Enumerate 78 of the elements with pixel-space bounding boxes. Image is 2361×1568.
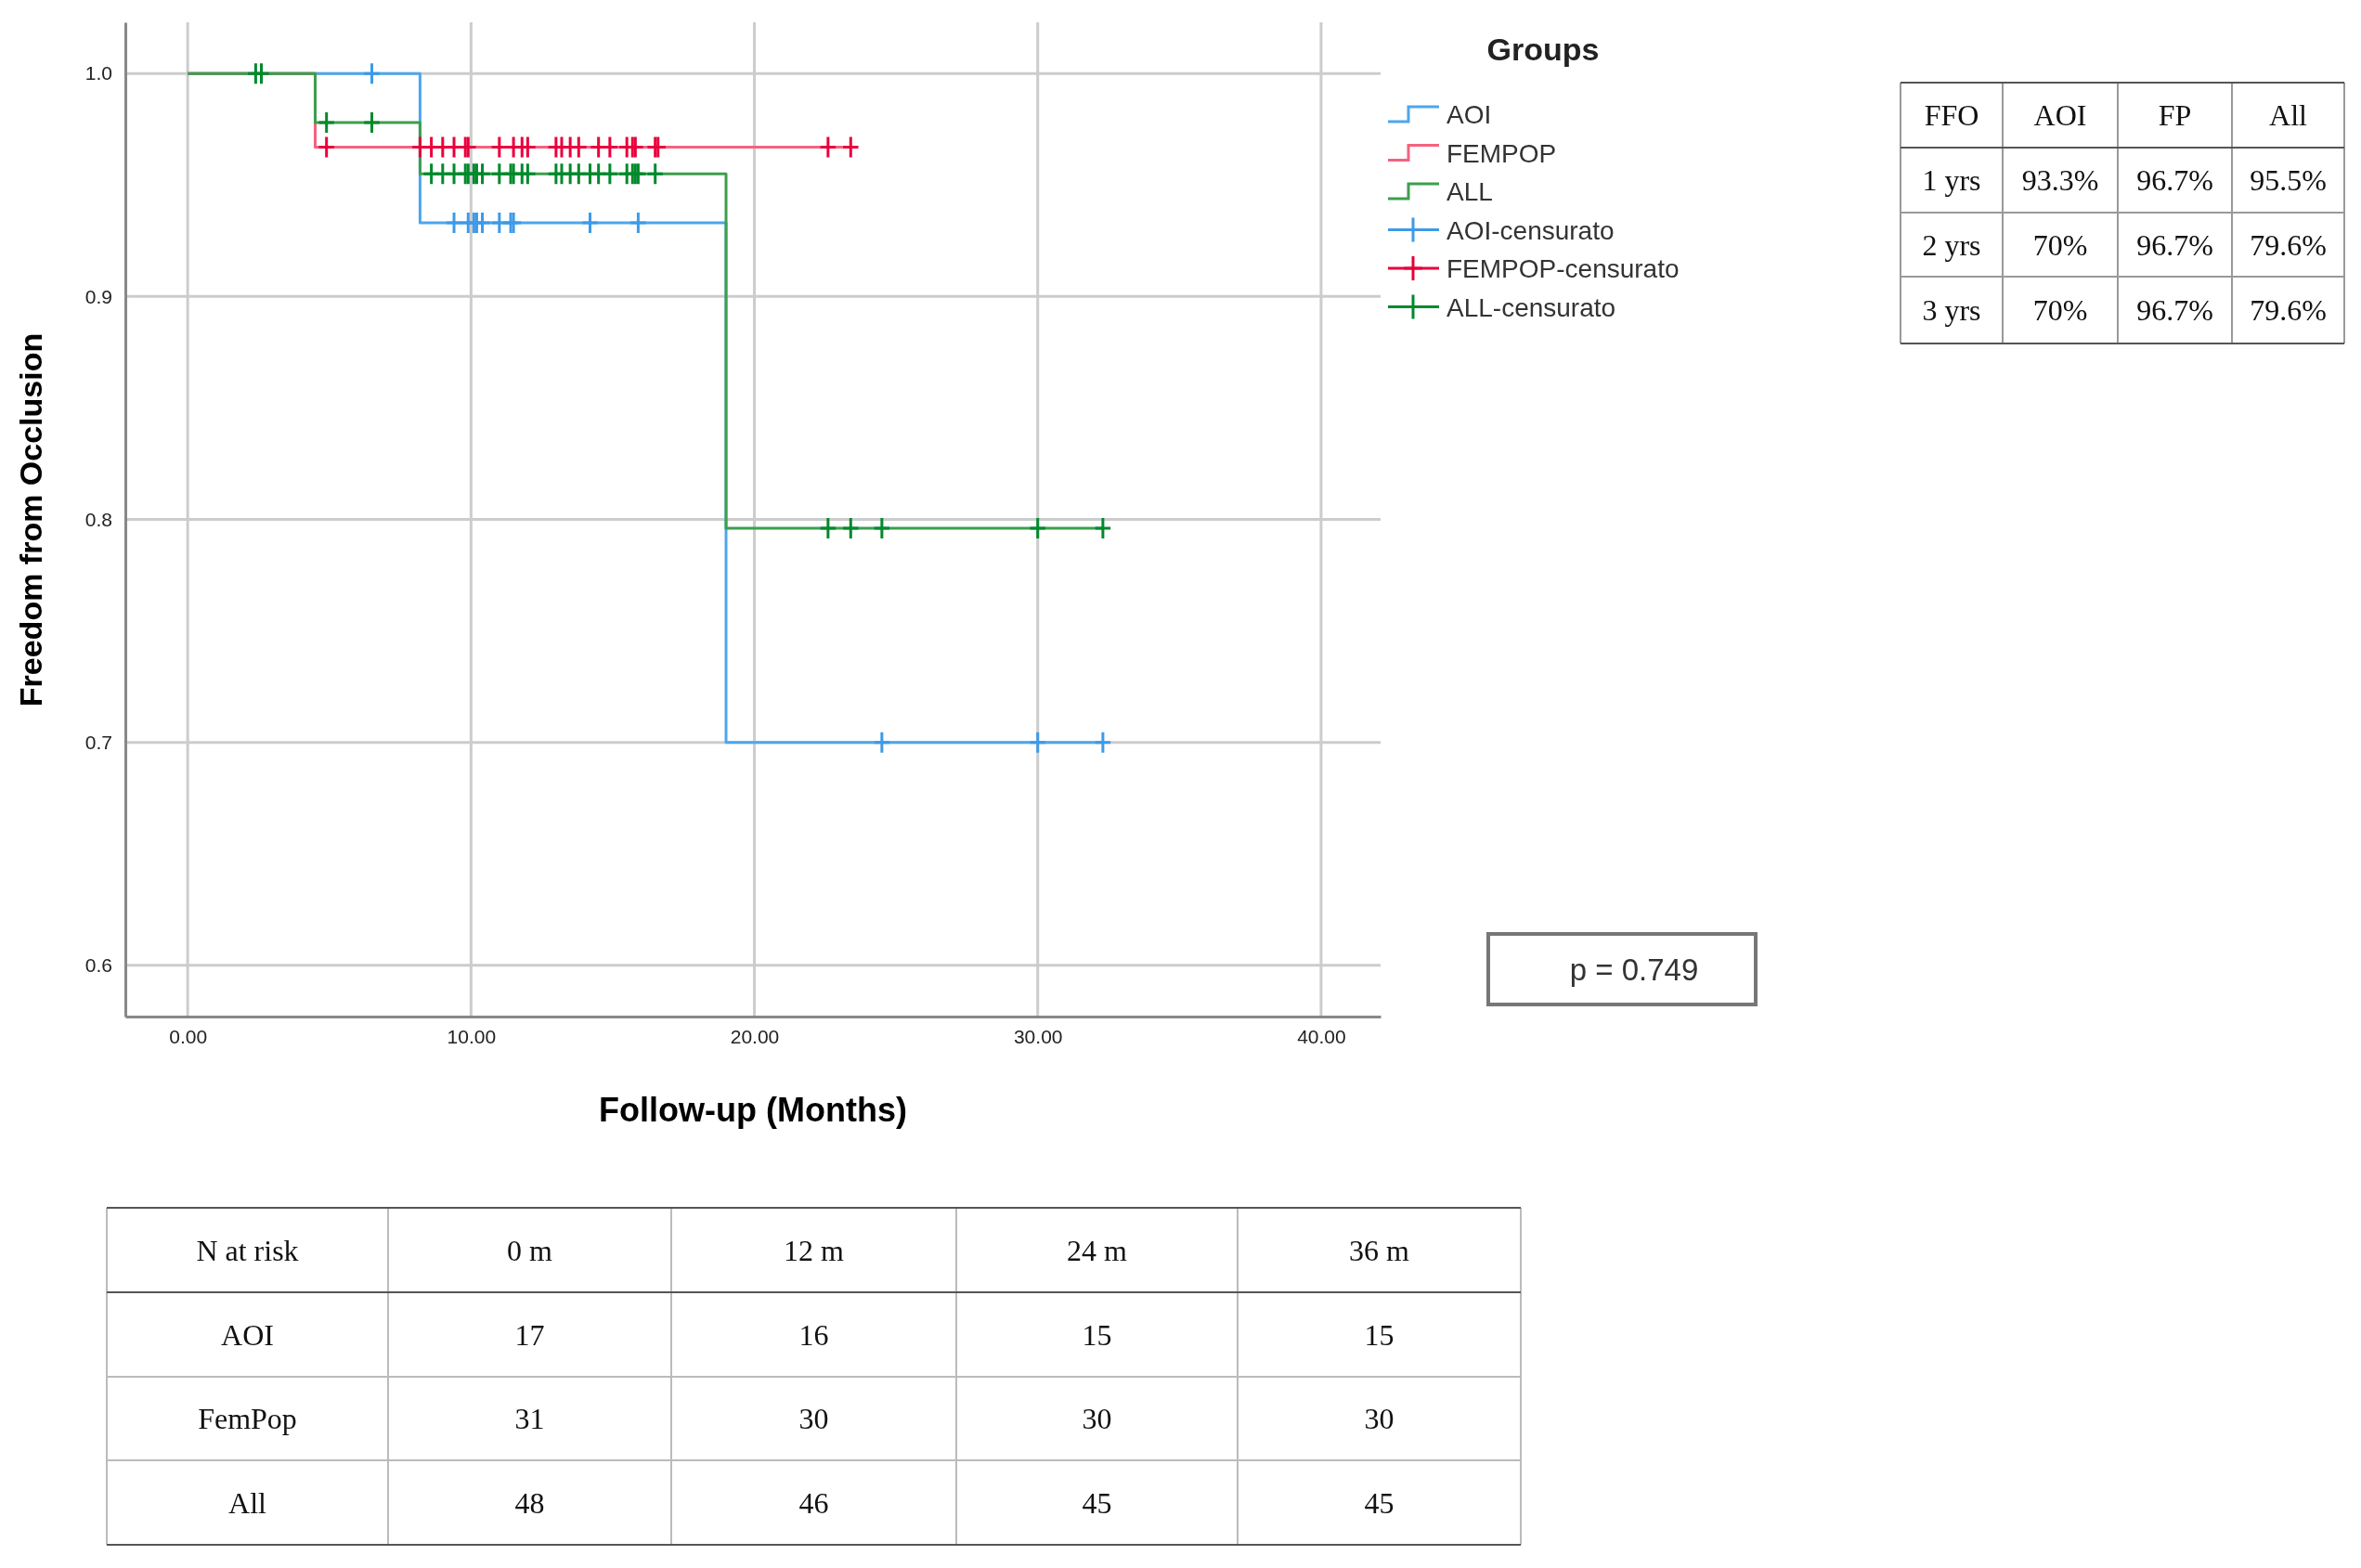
point (446, 213, 462, 234)
text: 96.7% (2136, 163, 2213, 198)
text: All (228, 1485, 267, 1520)
text: FP (2158, 98, 2192, 133)
text: 46 (798, 1485, 829, 1520)
text: 15 (1082, 1317, 1112, 1352)
text: 0 m (507, 1233, 553, 1267)
point (630, 213, 646, 234)
text: 30 (1364, 1402, 1395, 1436)
text: 2 yrs (1922, 227, 1981, 262)
point (253, 63, 269, 84)
text: AOI (221, 1317, 274, 1352)
point (820, 518, 837, 539)
point (843, 518, 859, 539)
point (491, 136, 508, 158)
point (318, 112, 334, 134)
text: FemPop (198, 1402, 297, 1436)
text: 93.3% (2021, 163, 2099, 198)
point (602, 163, 618, 185)
legend-label: AOI-censurato (1446, 215, 1615, 245)
point (1030, 732, 1045, 753)
text: 70% (2032, 227, 2088, 262)
text: 24 m (1067, 1233, 1128, 1267)
text: 31 (514, 1402, 545, 1436)
text: FFO (1924, 98, 1979, 133)
y-tick-label: 0.6 (84, 953, 112, 976)
point (820, 136, 837, 158)
text: 30 (1082, 1402, 1112, 1436)
legend-label: ALL (1446, 177, 1493, 206)
point (647, 163, 663, 185)
point (364, 63, 380, 84)
point (874, 518, 890, 539)
y-tick-label: 0.9 (84, 285, 112, 307)
x-tick-label: 0.00 (169, 1025, 208, 1047)
text: 95.5% (2250, 163, 2327, 198)
text: 17 (514, 1317, 545, 1352)
point (318, 136, 334, 158)
point (874, 732, 890, 753)
x-tick-label: 30.00 (1013, 1025, 1063, 1047)
text: 15 (1364, 1317, 1395, 1352)
point (1095, 518, 1111, 539)
x-tick-label: 20.00 (730, 1025, 780, 1047)
text: 12 m (784, 1233, 845, 1267)
text: 79.6% (2250, 227, 2327, 262)
text: AOI (2033, 98, 2087, 133)
text: 45 (1082, 1485, 1112, 1520)
y-axis-title: Freedom from Occlusion (13, 332, 48, 707)
legend-title: Groups (1486, 32, 1600, 67)
text: 70% (2032, 293, 2088, 328)
legend-label: AOI (1446, 100, 1492, 129)
text: 30 (798, 1402, 829, 1436)
x-axis-title: Follow-up (Months) (599, 1091, 907, 1129)
text: All (2269, 98, 2308, 133)
x-tick-label: 40.00 (1297, 1025, 1346, 1047)
text: 48 (514, 1485, 545, 1520)
y-tick-label: 0.8 (84, 508, 112, 530)
point (843, 136, 859, 158)
text: 16 (798, 1317, 829, 1352)
text: 36 m (1349, 1233, 1410, 1267)
text: 45 (1364, 1485, 1395, 1520)
point (1095, 732, 1111, 753)
text: 96.7% (2136, 293, 2213, 328)
point (364, 112, 380, 134)
legend-label: FEMPOP-censurato (1446, 254, 1680, 283)
y-tick-label: 0.7 (84, 731, 112, 753)
legend-label: ALL-censurato (1446, 292, 1616, 322)
text: 1 yrs (1922, 163, 1981, 198)
legend-label: FEMPOP (1446, 138, 1557, 168)
text: 3 yrs (1922, 293, 1981, 328)
point (520, 163, 536, 185)
text: 96.7% (2136, 227, 2213, 262)
text: p = 0.749 (1569, 952, 1699, 987)
y-tick-label: 1.0 (84, 62, 112, 84)
text: N at risk (196, 1233, 299, 1267)
x-tick-label: 10.00 (447, 1025, 497, 1047)
point (1030, 518, 1045, 539)
text: 79.6% (2250, 293, 2327, 328)
point (582, 213, 598, 234)
